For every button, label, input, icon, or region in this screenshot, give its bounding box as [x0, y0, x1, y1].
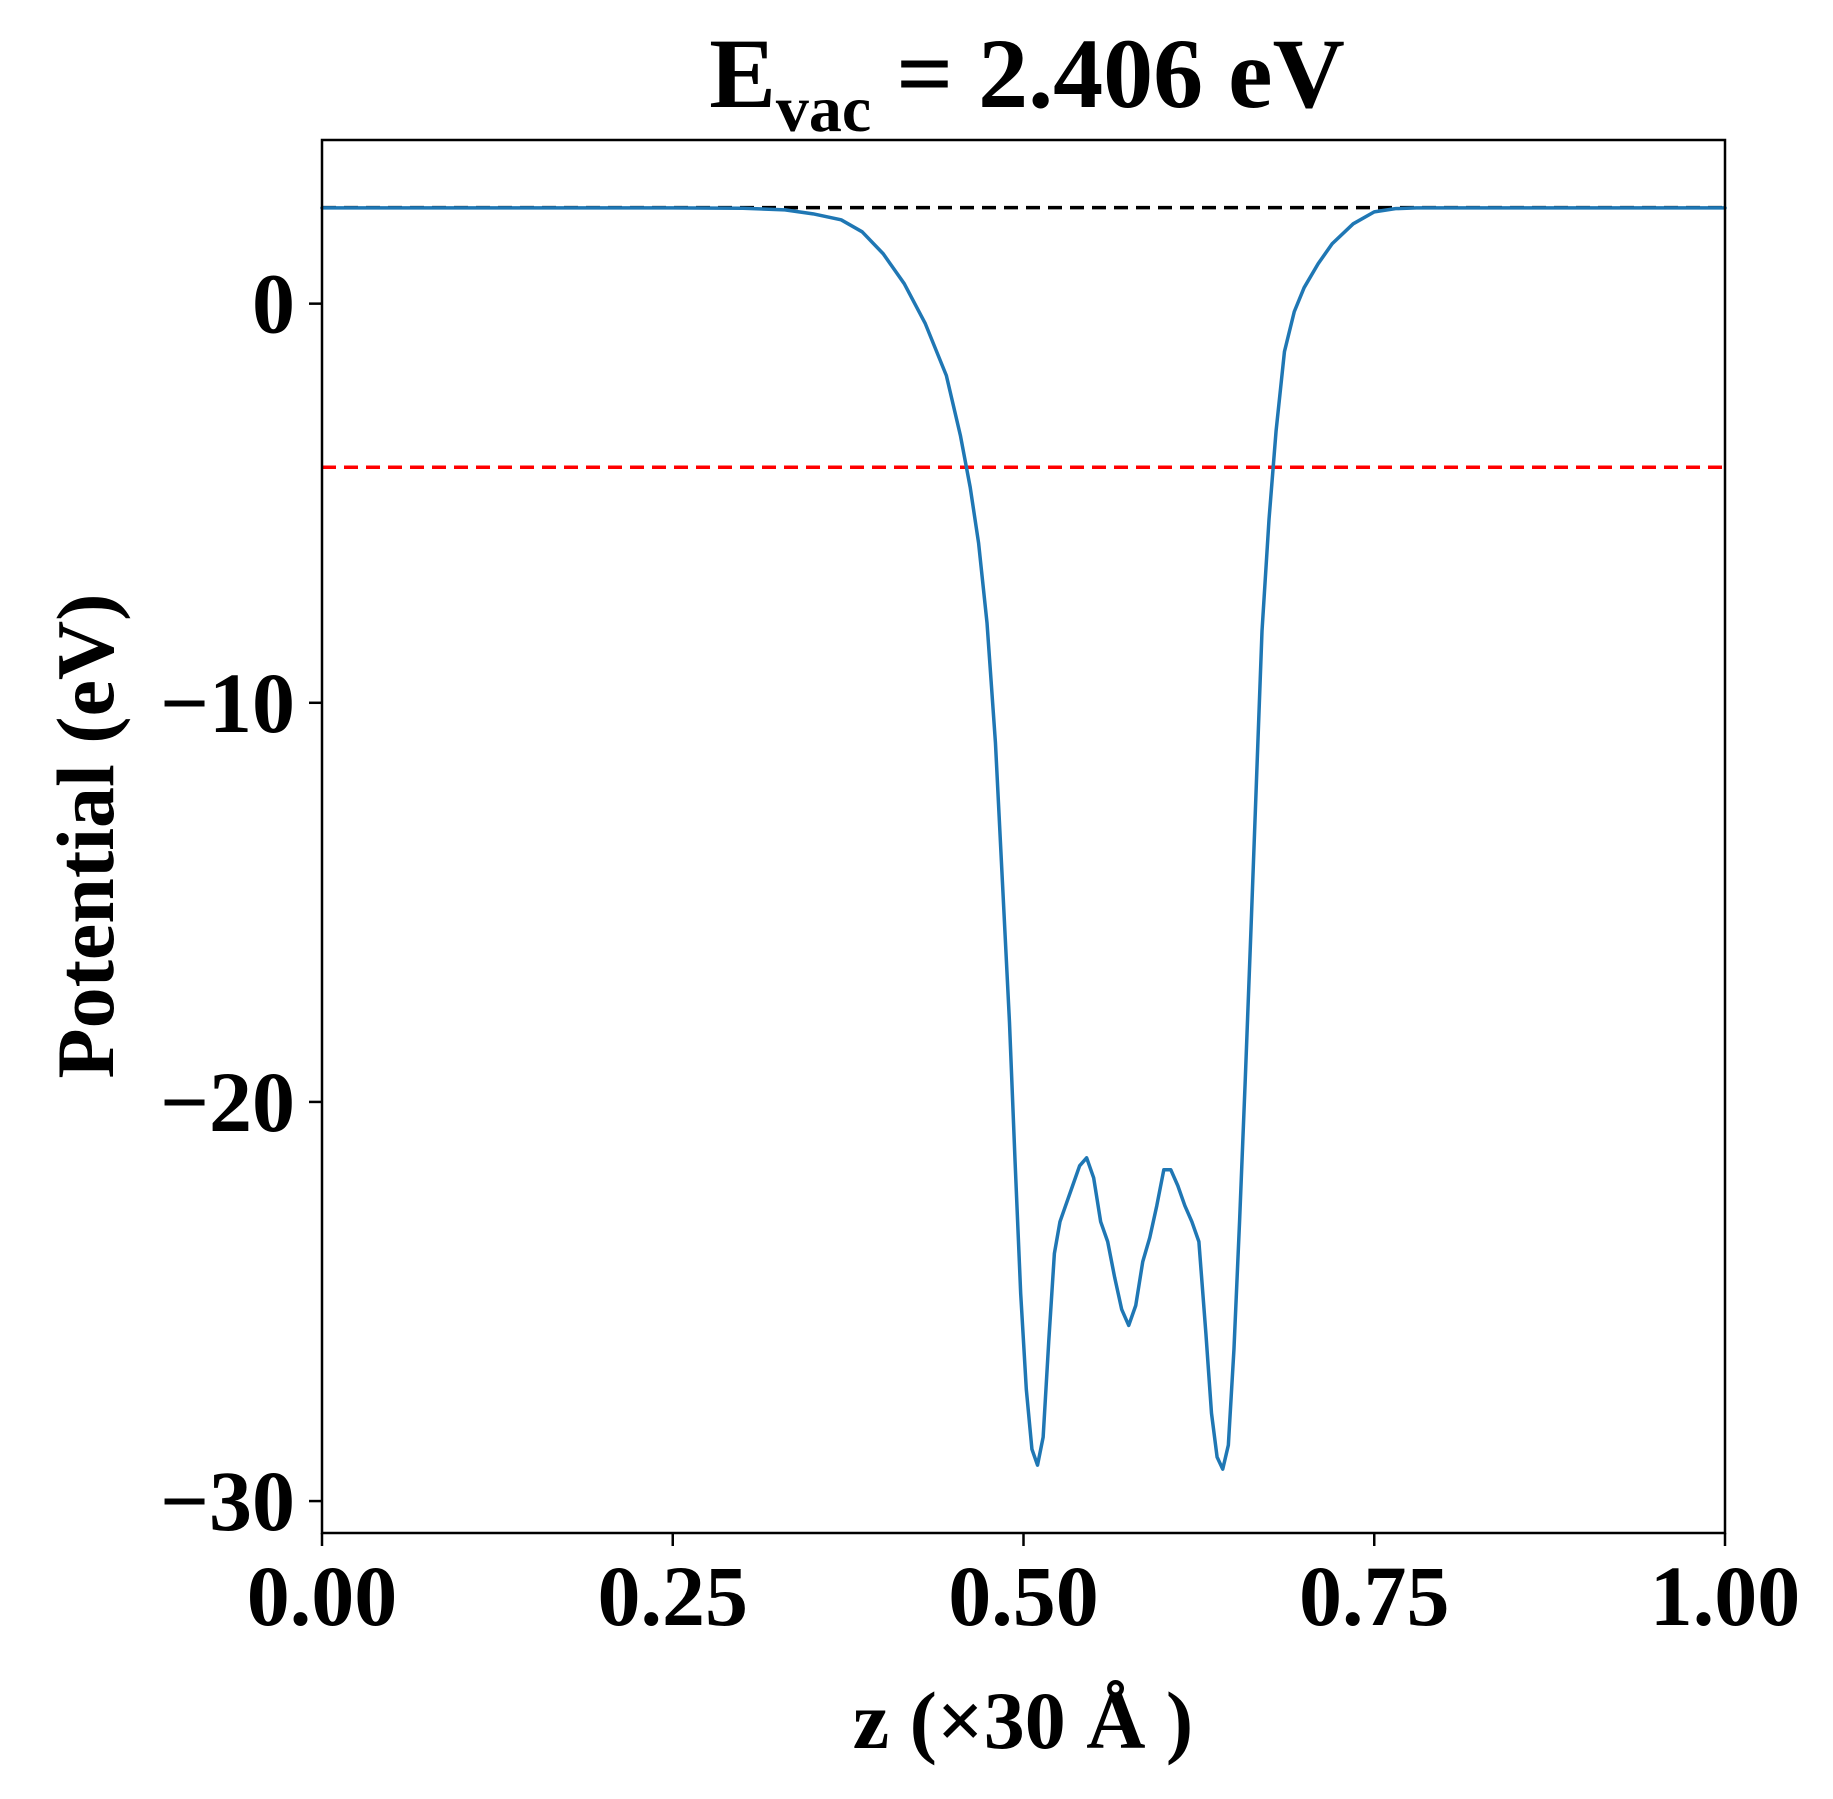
y-axis: 0 −10 −20 −30	[160, 256, 322, 1549]
y-tick-label: −10	[160, 655, 295, 751]
x-axis: 0.00 0.25 0.50 0.75 1.00	[247, 1533, 1801, 1644]
y-axis-label: Potential (eV)	[40, 594, 131, 1079]
x-axis-label: z (×30 Å )	[853, 1675, 1193, 1766]
x-tick-label: 0.00	[247, 1548, 398, 1644]
x-tick-label: 0.75	[1299, 1548, 1450, 1644]
series-line-0	[320, 206, 1727, 1471]
title-subscript: vac	[776, 73, 871, 146]
x-tick-label: 1.00	[1650, 1548, 1801, 1644]
title-rest: = 2.406 eV	[871, 18, 1345, 129]
y-tick-label: 0	[252, 256, 295, 352]
plot-area	[320, 205, 1727, 1471]
x-tick-label: 0.25	[598, 1548, 749, 1644]
x-tick-label: 0.50	[948, 1548, 1099, 1644]
y-tick-label: −30	[160, 1453, 295, 1549]
y-tick-label: −20	[160, 1054, 295, 1150]
chart-title: Evac = 2.406 eV	[709, 18, 1345, 146]
title-main: E	[709, 18, 776, 129]
